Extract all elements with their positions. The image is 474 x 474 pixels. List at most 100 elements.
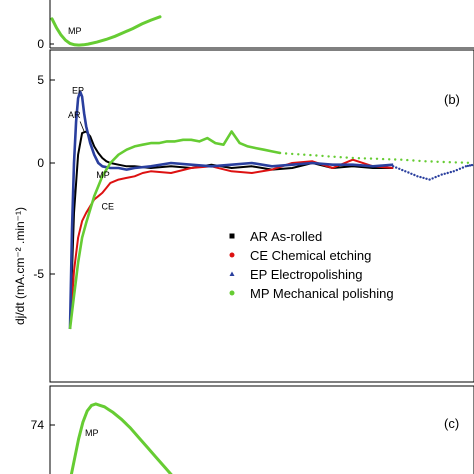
series-ep-2: [68, 90, 394, 330]
series-point: [425, 177, 428, 180]
annotation-ce: CE: [102, 202, 115, 212]
series-point: [291, 152, 294, 156]
series-point: [422, 176, 425, 180]
series-point: [434, 175, 437, 179]
series-point: [470, 163, 474, 167]
panel-a-plot: MP: [50, 15, 162, 47]
series-ce-1: [69, 158, 394, 330]
series-point: [412, 159, 415, 162]
panel-b-ytick-label-0: 0: [37, 156, 44, 170]
panel-c: 74 (c) MP: [31, 385, 474, 474]
series-point: [449, 170, 452, 174]
series-point: [454, 161, 457, 164]
legend-entry-mp: MP Mechanical polishing: [250, 286, 394, 301]
panel-b-label: (b): [444, 92, 460, 107]
panel-b: 5 0 -5 (b) dj/dt (mA.cm⁻² .min⁻¹) EP AR MP…: [13, 49, 474, 383]
series-point: [388, 158, 391, 161]
series-point: [375, 157, 379, 160]
series-point: [278, 151, 282, 155]
legend-marker-ce: [229, 252, 235, 258]
series-point: [468, 164, 472, 167]
panel-c-frame: [49, 385, 474, 474]
series-point: [413, 173, 416, 177]
series-point: [428, 178, 431, 181]
legend: AR As-rolled CE Chemical etching EP Electr…: [229, 229, 394, 301]
series-point: [464, 165, 468, 168]
legend-marker-ep: [229, 271, 235, 276]
series-point: [458, 167, 462, 170]
series-point: [448, 161, 451, 164]
series-point: [410, 172, 413, 175]
series-ep-dotted-3: [392, 163, 474, 181]
series-point: [401, 168, 404, 172]
annotation-mp: MP: [96, 170, 110, 180]
series-point: [327, 155, 330, 158]
annotation-c-mp: MP: [85, 428, 99, 438]
series-mp-4: [68, 130, 281, 330]
series-point: [416, 175, 419, 178]
series-point: [418, 159, 421, 163]
series-point: [357, 157, 361, 160]
series-point: [460, 161, 464, 164]
series-point: [398, 167, 401, 170]
legend-marker-ar: [229, 233, 235, 239]
series-point: [381, 157, 385, 161]
series-point: [461, 166, 465, 169]
annotation-ar: AR: [68, 110, 81, 120]
series-point: [351, 156, 354, 160]
series-point: [406, 158, 409, 162]
series-point: [297, 153, 300, 156]
series-point: [363, 157, 367, 160]
panel-b-ytick-label-m5: -5: [33, 267, 44, 281]
annotation-a-mp: MP: [68, 26, 82, 36]
series-point: [419, 175, 422, 179]
series-point: [466, 161, 470, 164]
annotation-leader-ar: [79, 121, 85, 132]
series-point: [321, 154, 324, 158]
series-point: [455, 168, 458, 172]
panel-a: 0 MP: [37, 0, 474, 51]
series-point: [424, 160, 427, 163]
series-point: [303, 153, 306, 156]
series-mp-c-0: [69, 402, 173, 474]
series-point: [443, 172, 446, 175]
series-mp-dotted-5: [278, 151, 470, 164]
legend-entry-ep: EP Electropolishing: [250, 267, 363, 282]
series-point: [404, 170, 407, 173]
series-point: [395, 166, 398, 169]
series-point: [437, 174, 440, 178]
series-point: [440, 173, 443, 176]
legend-entry-ce: CE Chemical etching: [250, 248, 371, 263]
annotation-ep: EP: [72, 85, 84, 95]
panel-a-ytick-label: 0: [37, 37, 44, 51]
series-point: [339, 156, 342, 159]
series-point: [394, 158, 397, 161]
series-point: [400, 158, 403, 161]
legend-marker-mp: [229, 290, 235, 296]
series-point: [436, 160, 439, 163]
panel-c-label: (c): [444, 416, 459, 431]
series-point: [431, 177, 434, 180]
series-point: [284, 152, 288, 155]
panel-b-ylabel: dj/dt (mA.cm⁻² .min⁻¹): [13, 207, 27, 325]
series-point: [452, 170, 455, 173]
series-point: [430, 160, 433, 163]
series-point: [392, 165, 395, 168]
series-point: [369, 157, 373, 160]
series-point: [442, 160, 445, 164]
panel-c-ytick-label: 74: [31, 418, 45, 432]
series-point: [333, 155, 336, 158]
series-point: [446, 171, 449, 175]
panel-b-frame: [49, 49, 474, 383]
series-point: [345, 156, 348, 159]
panel-b-plot: EP AR MP CE: [68, 85, 474, 330]
legend-entry-ar: AR As-rolled: [250, 229, 322, 244]
series-point: [315, 154, 318, 157]
series-mp-a-0: [50, 15, 162, 47]
panel-b-ytick-label-5: 5: [37, 73, 44, 87]
series-point: [309, 153, 312, 157]
series-point: [466, 164, 470, 168]
panel-c-plot: MP: [69, 402, 173, 474]
series-point: [407, 171, 410, 174]
